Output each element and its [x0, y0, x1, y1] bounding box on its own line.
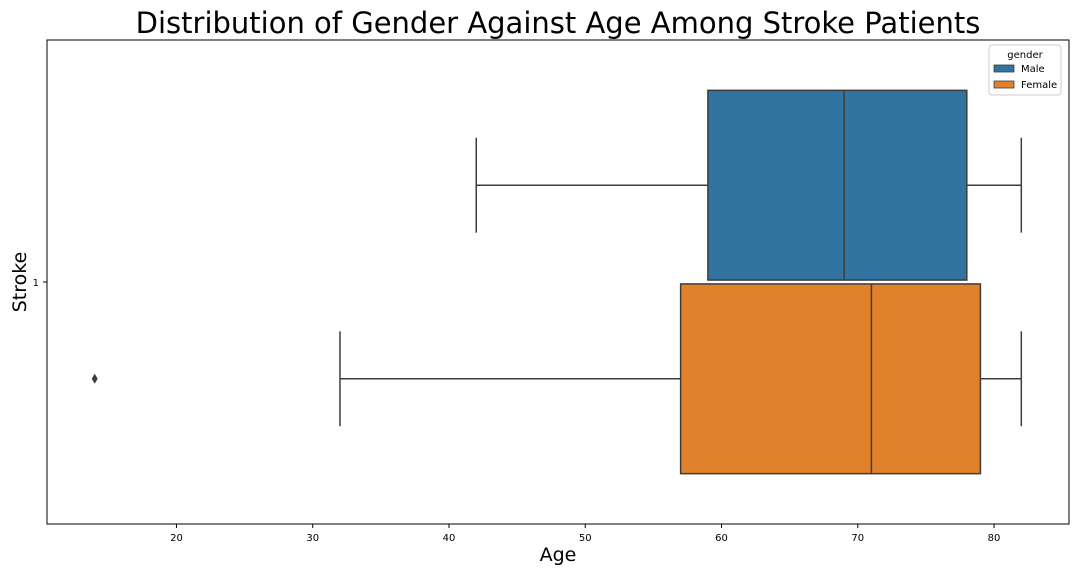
legend-title: gender: [1007, 50, 1043, 61]
legend-swatch-male: [993, 64, 1015, 73]
legend-label-female: Female: [1021, 80, 1057, 91]
box-female: [91, 283, 1023, 475]
iqr-box-male: [707, 89, 968, 281]
y-axis-ticks: 1: [33, 278, 47, 289]
y-tick-label: 1: [33, 278, 39, 289]
x-tick-label: 60: [715, 533, 728, 544]
plot-area: [91, 89, 1023, 475]
y-axis-label: Stroke: [9, 252, 31, 313]
x-tick-label: 70: [851, 533, 864, 544]
x-tick-label: 40: [443, 533, 456, 544]
x-tick-label: 20: [170, 533, 183, 544]
x-tick-label: 50: [579, 533, 592, 544]
x-tick-label: 80: [988, 533, 1001, 544]
legend: gender Male Female: [988, 44, 1062, 96]
legend-label-male: Male: [1021, 64, 1045, 75]
x-axis-ticks: 20 30 40 50 60 70 80: [170, 524, 1000, 544]
iqr-box-female: [679, 283, 982, 475]
chart-title: Distribution of Gender Against Age Among…: [136, 6, 981, 40]
legend-swatch-female: [993, 80, 1015, 89]
x-axis-label: Age: [540, 544, 577, 566]
box-male: [475, 89, 1023, 281]
x-tick-label: 30: [306, 533, 319, 544]
outlier-point: [91, 373, 98, 384]
